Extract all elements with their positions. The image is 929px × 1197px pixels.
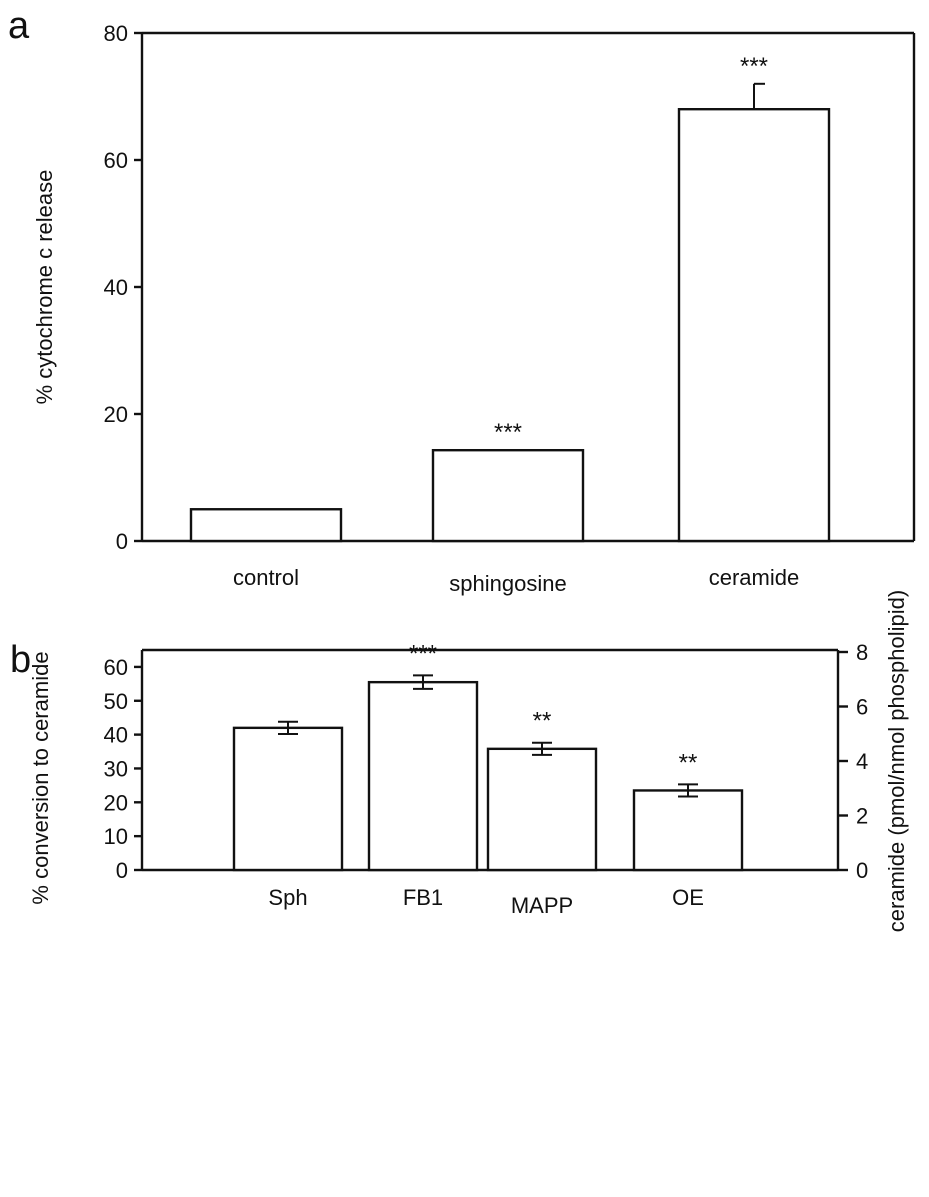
y-tick-label: 30 — [104, 756, 128, 781]
category-label: ceramide — [709, 565, 799, 590]
panel-a-chart: 0 20 40 60 80 % cytochrome c release control **… — [32, 21, 916, 596]
y2-tick-label: 4 — [856, 749, 868, 774]
y-tick-label: 80 — [104, 21, 128, 46]
y2-tick-label: 0 — [856, 858, 868, 883]
category-label: control — [233, 565, 299, 590]
y-tick-label: 60 — [104, 148, 128, 173]
y-tick-label: 20 — [104, 790, 128, 815]
y-tick-label: 10 — [104, 824, 128, 849]
category-label: FB1 — [403, 885, 443, 910]
y-tick-label: 40 — [104, 275, 128, 300]
bar — [677, 107, 831, 543]
significance-marker: *** — [409, 640, 437, 667]
y-tick-label: 60 — [104, 655, 128, 680]
y2-axis-label: ceramide (pmol/nmol phospholipid) — [884, 590, 909, 932]
category-label: Sph — [268, 885, 307, 910]
significance-marker: ** — [533, 708, 552, 735]
category-label: sphingosine — [449, 571, 566, 596]
significance-marker: *** — [740, 53, 768, 80]
y-tick-label: 0 — [116, 858, 128, 883]
panel-a-letter: a — [8, 5, 30, 47]
y-tick-label: 40 — [104, 723, 128, 748]
category-label: OE — [672, 885, 704, 910]
significance-marker: *** — [494, 419, 522, 446]
y-axis-label: % cytochrome c release — [32, 170, 57, 405]
bar — [632, 789, 744, 872]
bar — [431, 448, 585, 543]
bar — [189, 508, 343, 543]
y-tick-label: 20 — [104, 402, 128, 427]
panel-b-chart: 0 10 20 30 40 50 60 0 2 4 6 8 ceramide (pmol/nmol ph… — [28, 590, 909, 932]
bar — [486, 747, 598, 872]
y2-tick-label: 6 — [856, 695, 868, 720]
category-label: MAPP — [511, 893, 573, 918]
y-axis-label: % conversion to ceramide — [28, 651, 53, 904]
y-tick-label: 50 — [104, 689, 128, 714]
panel-b-letter: b — [10, 639, 31, 681]
y2-tick-label: 8 — [856, 640, 868, 665]
y2-tick-label: 2 — [856, 804, 868, 829]
bar — [232, 726, 344, 872]
bar — [367, 680, 479, 872]
significance-marker: ** — [679, 749, 698, 776]
y-tick-label: 0 — [116, 529, 128, 554]
